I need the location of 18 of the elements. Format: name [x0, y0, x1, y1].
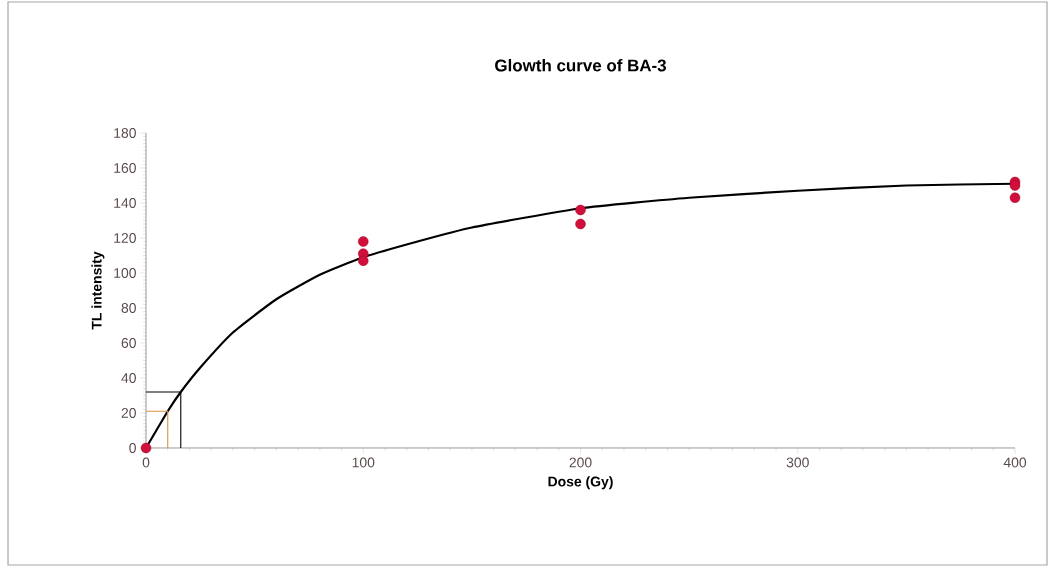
x-tick-label: 200: [569, 457, 592, 468]
x-axis-title: Dose (Gy): [548, 476, 613, 490]
y-tick-label: 140: [114, 198, 136, 208]
y-tick-label: 80: [121, 303, 136, 313]
x-tick-label: 100: [352, 457, 375, 468]
chart-title: Glowth curve of BA-3: [495, 59, 666, 72]
x-tick-label: 300: [786, 457, 809, 468]
x-tick-label: 400: [1003, 457, 1027, 468]
y-tick-label: 180: [114, 128, 136, 138]
y-tick-label: 100: [114, 268, 136, 278]
y-tick-label: 20: [121, 408, 136, 418]
y-tick-label: 60: [121, 338, 136, 348]
y-tick-label: 160: [114, 163, 136, 173]
y-tick-label: 120: [114, 233, 136, 243]
y-tick-label: 40: [121, 373, 136, 383]
y-axis-title: TL intensity: [91, 251, 105, 330]
y-tick-label: 0: [129, 443, 136, 453]
x-tick-label: 0: [142, 457, 150, 468]
